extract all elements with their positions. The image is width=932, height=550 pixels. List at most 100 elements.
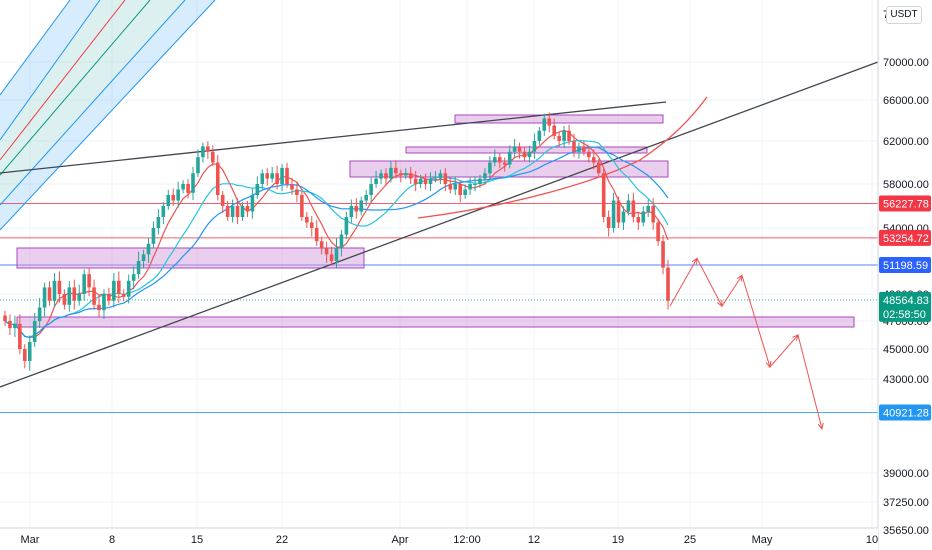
zone-box (454, 114, 664, 124)
price-tick-label: 39000.00 (883, 468, 929, 480)
candle-body (413, 178, 418, 184)
projection-arrowhead (691, 257, 698, 265)
candle-body (156, 217, 161, 228)
price-tick-label: 37250.00 (883, 497, 929, 509)
time-tick-label: Apr (391, 534, 408, 546)
candle-body (488, 162, 492, 174)
candle-body (201, 146, 205, 158)
candle-body (399, 173, 403, 176)
candle-body (562, 130, 566, 141)
candle-body (215, 162, 220, 195)
candle-body (67, 287, 72, 305)
price-tag-label: 40921.28 (883, 407, 929, 419)
candle-body (433, 178, 438, 180)
candle-body (572, 141, 576, 152)
candlesticks (3, 112, 670, 371)
price-tick-label: 62000.00 (883, 136, 929, 148)
candle-body (62, 294, 67, 305)
candle-body (587, 151, 591, 158)
candle-body (250, 195, 255, 212)
candle-body (507, 151, 512, 165)
candle-body (314, 228, 319, 242)
price-tick-label: 70000.00 (883, 57, 929, 69)
candle-body (542, 118, 547, 131)
candle-body (92, 287, 96, 305)
candle-body (517, 146, 522, 152)
candle-body (186, 184, 190, 193)
candle-body (522, 151, 527, 158)
candle-body (626, 200, 631, 212)
candle-body (107, 294, 111, 301)
channel-line (0, 0, 71, 96)
candle-body (112, 280, 116, 301)
channel-line (0, 0, 101, 141)
time-axis[interactable]: Mar 8 15 22 Apr 12:00 12 19 25 May 10 (0, 527, 878, 550)
candle-body (255, 184, 260, 195)
candle-body (126, 280, 131, 297)
projection-arrowhead (765, 360, 772, 369)
candle-body (532, 141, 537, 152)
candle-body (468, 184, 472, 190)
projected-path (669, 257, 824, 431)
price-tag-label: 51198.59 (883, 260, 928, 272)
candle-body (3, 315, 7, 321)
candle-body (116, 280, 121, 294)
candle-body (339, 234, 344, 248)
time-tick-label: 12:00 (453, 534, 481, 546)
candle-body (32, 321, 37, 342)
candle-body (577, 146, 581, 152)
channel-line (0, 0, 216, 231)
candle-body (245, 206, 250, 212)
candle-body (280, 167, 284, 184)
currency-badge[interactable]: USDT (886, 6, 922, 24)
channel-line (0, 0, 126, 161)
projection-line (669, 257, 823, 430)
time-tick-label: 8 (109, 534, 115, 546)
candle-body (497, 157, 502, 163)
price-tags: 56227.78 53254.72 51198.59 48564.83 02:58:50… (879, 195, 931, 421)
candle-body (428, 178, 433, 184)
candle-body (359, 200, 364, 212)
price-tag-label: 56227.78 (883, 198, 929, 210)
candle-body (473, 184, 477, 185)
candle-body (596, 162, 601, 174)
zone-box (16, 316, 855, 328)
price-tag (879, 229, 931, 246)
candle-body (493, 157, 497, 163)
candle-body (52, 280, 57, 301)
candle-body (319, 241, 324, 248)
price-tag (879, 195, 931, 212)
candle-body (37, 307, 42, 321)
price-tag (879, 256, 931, 273)
candle-body (131, 274, 136, 281)
time-tick-label: May (752, 534, 773, 546)
candle-body (334, 247, 339, 261)
price-axis[interactable]: 770000.0066000.0062000.0058000.0054000.0… (877, 0, 932, 550)
candle-body (389, 167, 393, 179)
candle-body (285, 167, 289, 184)
time-axis-bg (0, 528, 878, 550)
candle-body (656, 222, 660, 242)
candle-body (47, 287, 52, 301)
candle-body (290, 184, 294, 190)
candle-body (220, 195, 225, 206)
candle-body (582, 146, 586, 152)
price-tag-label: 53254.72 (883, 233, 929, 245)
candle-body (537, 130, 542, 141)
candle-body (300, 195, 304, 217)
candle-body (171, 195, 176, 201)
candle-body (369, 184, 373, 195)
candle-body (374, 178, 378, 184)
price-tag (879, 291, 931, 322)
candle-body (161, 206, 166, 217)
candle-body (181, 184, 185, 190)
channel-line (0, 0, 151, 176)
candle-body (211, 151, 215, 163)
countdown-label: 02:58:50 (883, 309, 926, 321)
candle-body (606, 217, 611, 228)
upper-trendline (0, 101, 667, 174)
candle-body (270, 173, 274, 179)
candle-body (512, 146, 517, 152)
time-tick-label: 12 (528, 534, 540, 546)
